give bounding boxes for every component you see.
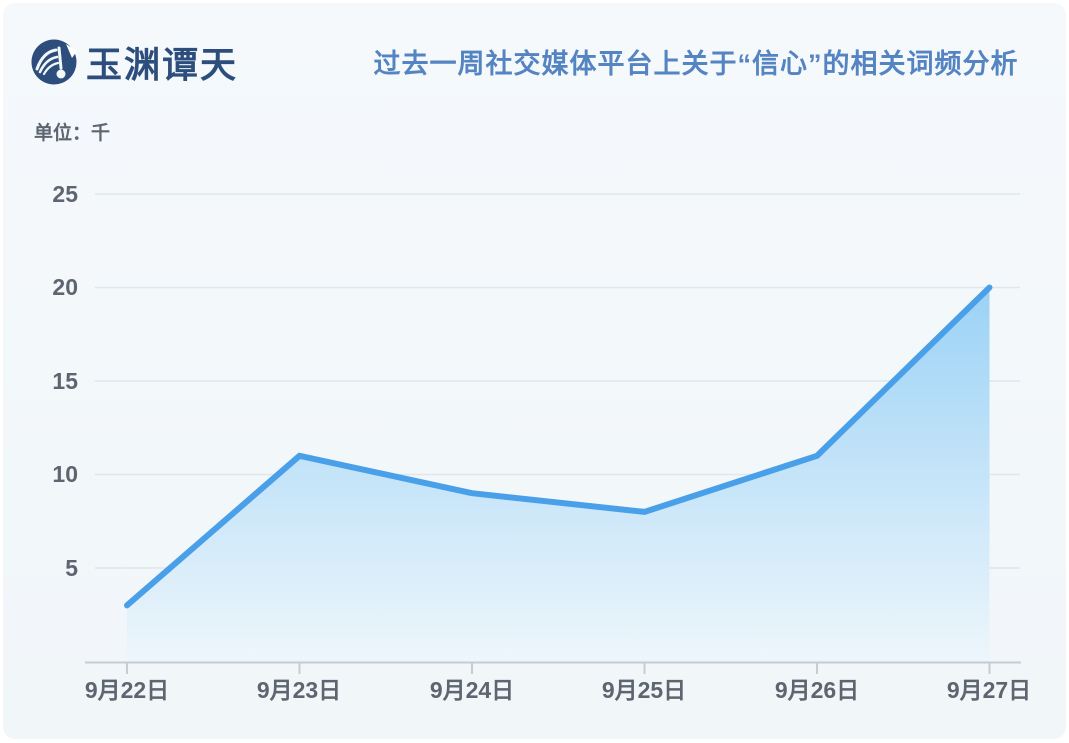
x-tick-label-0: 9月22日 [84,677,170,703]
logo: 玉渊谭天 [30,36,238,88]
chart-title: 过去一周社交媒体平台上关于“信心”的相关词频分析 [373,49,1019,79]
y-tick-label-15: 15 [52,368,78,394]
x-tick-label-4: 9月26日 [774,677,860,703]
y-tick-label-25: 25 [52,181,78,207]
y-tick-label-5: 5 [65,555,78,581]
x-tick-label-5: 9月27日 [946,677,1032,703]
x-tick-label-2: 9月24日 [429,677,515,703]
x-axis-ticks [126,662,991,674]
unit-label: 单位：千 [34,123,111,144]
trend-line [124,284,993,609]
x-tick-label-3: 9月25日 [601,677,687,703]
area-fill [127,287,990,662]
wave-logo-icon [31,39,77,85]
y-tick-label-20: 20 [52,274,78,300]
x-tick-label-1: 9月23日 [256,677,342,703]
logo-text: 玉渊谭天 [86,45,239,85]
y-tick-label-10: 10 [52,461,78,487]
